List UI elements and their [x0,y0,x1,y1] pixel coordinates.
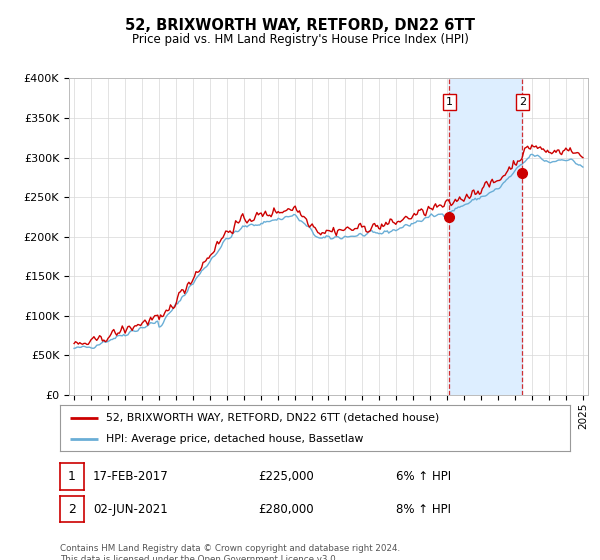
Text: 8% ↑ HPI: 8% ↑ HPI [396,502,451,516]
Text: 1: 1 [446,97,453,107]
Bar [449,78,522,395]
Text: HPI: Average price, detached house, Bassetlaw: HPI: Average price, detached house, Bass… [106,435,363,444]
Text: 6% ↑ HPI: 6% ↑ HPI [396,470,451,483]
Text: 17-FEB-2017: 17-FEB-2017 [93,470,169,483]
Text: £225,000: £225,000 [258,470,314,483]
Text: 52, BRIXWORTH WAY, RETFORD, DN22 6TT: 52, BRIXWORTH WAY, RETFORD, DN22 6TT [125,18,475,32]
Text: Price paid vs. HM Land Registry's House Price Index (HPI): Price paid vs. HM Land Registry's House … [131,32,469,46]
Text: £280,000: £280,000 [258,502,314,516]
Text: 52, BRIXWORTH WAY, RETFORD, DN22 6TT (detached house): 52, BRIXWORTH WAY, RETFORD, DN22 6TT (de… [106,413,439,423]
Text: 1: 1 [68,470,76,483]
Text: 2: 2 [518,97,526,107]
Text: 02-JUN-2021: 02-JUN-2021 [93,502,168,516]
Text: Contains HM Land Registry data © Crown copyright and database right 2024.
This d: Contains HM Land Registry data © Crown c… [60,544,400,560]
Text: 2: 2 [68,502,76,516]
